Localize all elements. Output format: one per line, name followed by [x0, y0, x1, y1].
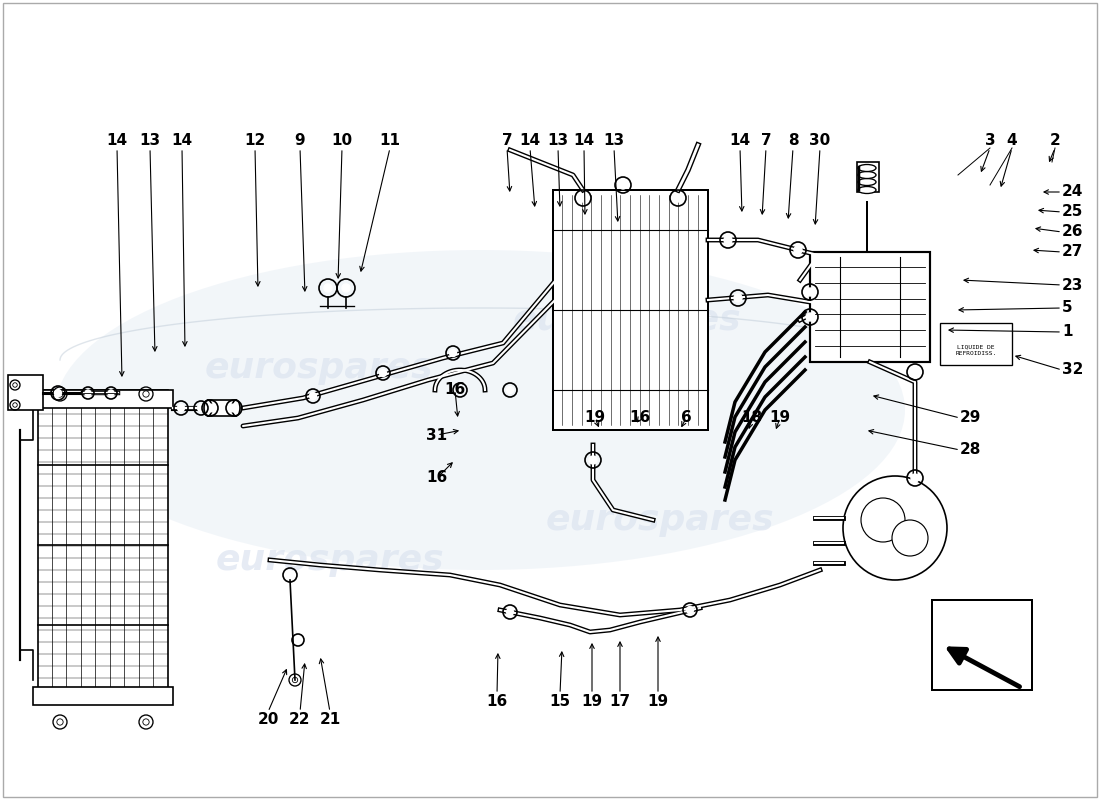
- Circle shape: [506, 386, 514, 394]
- Text: 26: 26: [1062, 225, 1084, 239]
- Text: 16: 16: [486, 694, 507, 709]
- Text: 6: 6: [681, 410, 692, 426]
- Circle shape: [456, 386, 463, 394]
- Text: 18: 18: [741, 410, 762, 426]
- Text: 19: 19: [584, 410, 606, 426]
- Circle shape: [674, 194, 682, 202]
- Circle shape: [450, 350, 456, 357]
- Circle shape: [230, 404, 238, 412]
- Text: 27: 27: [1062, 245, 1084, 259]
- Text: 10: 10: [331, 133, 353, 148]
- Circle shape: [342, 284, 350, 292]
- Bar: [208, 400, 236, 416]
- Ellipse shape: [204, 400, 212, 416]
- Text: 17: 17: [609, 694, 630, 709]
- Circle shape: [806, 288, 814, 296]
- Text: 28: 28: [960, 442, 981, 458]
- Bar: [932, 600, 1032, 690]
- Text: 4: 4: [1006, 133, 1018, 148]
- Text: 16: 16: [427, 470, 448, 486]
- Ellipse shape: [55, 250, 905, 570]
- Text: 14: 14: [729, 133, 750, 148]
- Text: 13: 13: [140, 133, 161, 148]
- Circle shape: [85, 390, 91, 396]
- Text: 32: 32: [1062, 362, 1084, 378]
- Text: 23: 23: [1062, 278, 1084, 293]
- Circle shape: [686, 606, 693, 614]
- Bar: [940, 323, 1012, 365]
- Text: 25: 25: [1062, 205, 1084, 219]
- Text: 13: 13: [548, 133, 569, 148]
- Circle shape: [309, 393, 317, 399]
- Circle shape: [177, 405, 185, 411]
- Text: 19: 19: [582, 694, 603, 709]
- Text: 19: 19: [648, 694, 669, 709]
- Bar: [553, 190, 708, 430]
- Circle shape: [108, 390, 114, 396]
- Text: eurospares: eurospares: [546, 503, 774, 537]
- Bar: [33, 687, 173, 705]
- Text: 7: 7: [761, 133, 771, 148]
- Ellipse shape: [858, 171, 876, 178]
- Text: 22: 22: [289, 712, 310, 727]
- Text: 3: 3: [984, 133, 996, 148]
- Text: 7: 7: [502, 133, 513, 148]
- Circle shape: [324, 284, 332, 292]
- Circle shape: [588, 456, 597, 464]
- Bar: [39, 390, 168, 700]
- Bar: [810, 252, 930, 362]
- Circle shape: [724, 236, 732, 244]
- Text: 11: 11: [379, 133, 400, 148]
- Text: 14: 14: [519, 133, 540, 148]
- Text: 14: 14: [107, 133, 128, 148]
- Text: 19: 19: [769, 410, 791, 426]
- Circle shape: [794, 246, 802, 254]
- Text: 14: 14: [573, 133, 595, 148]
- Text: 5: 5: [1062, 301, 1072, 315]
- Text: eurospares: eurospares: [205, 351, 433, 385]
- Circle shape: [206, 404, 214, 412]
- Ellipse shape: [858, 165, 876, 171]
- Circle shape: [619, 181, 627, 189]
- Text: 21: 21: [319, 712, 341, 727]
- Text: 13: 13: [604, 133, 625, 148]
- Text: 15: 15: [549, 694, 571, 709]
- Ellipse shape: [858, 186, 876, 194]
- Text: 14: 14: [172, 133, 192, 148]
- Circle shape: [55, 390, 62, 397]
- Circle shape: [911, 368, 918, 376]
- Bar: [33, 390, 173, 408]
- Circle shape: [379, 370, 386, 377]
- Circle shape: [861, 498, 905, 542]
- Text: 1: 1: [1062, 325, 1072, 339]
- Circle shape: [198, 405, 205, 411]
- Text: 16: 16: [629, 410, 650, 426]
- Text: 31: 31: [427, 427, 448, 442]
- Bar: [8, 375, 43, 410]
- Circle shape: [579, 194, 587, 202]
- Text: 9: 9: [295, 133, 306, 148]
- Bar: [857, 162, 879, 192]
- Text: eurospares: eurospares: [216, 543, 444, 577]
- Text: 8: 8: [788, 133, 799, 148]
- Circle shape: [843, 476, 947, 580]
- Text: 24: 24: [1062, 185, 1084, 199]
- Circle shape: [806, 313, 814, 321]
- Text: 16: 16: [444, 382, 465, 398]
- Ellipse shape: [858, 178, 876, 186]
- Circle shape: [734, 294, 742, 302]
- Text: 20: 20: [257, 712, 278, 727]
- Ellipse shape: [232, 400, 240, 416]
- Circle shape: [506, 609, 514, 615]
- Text: 12: 12: [244, 133, 265, 148]
- Text: LIQUIDE DE
REFROIDISS.: LIQUIDE DE REFROIDISS.: [956, 344, 997, 355]
- Text: eurospares: eurospares: [513, 303, 741, 337]
- Text: 29: 29: [960, 410, 981, 426]
- Circle shape: [911, 474, 918, 482]
- Circle shape: [892, 520, 928, 556]
- Text: 2: 2: [1049, 133, 1060, 148]
- Text: 30: 30: [810, 133, 830, 148]
